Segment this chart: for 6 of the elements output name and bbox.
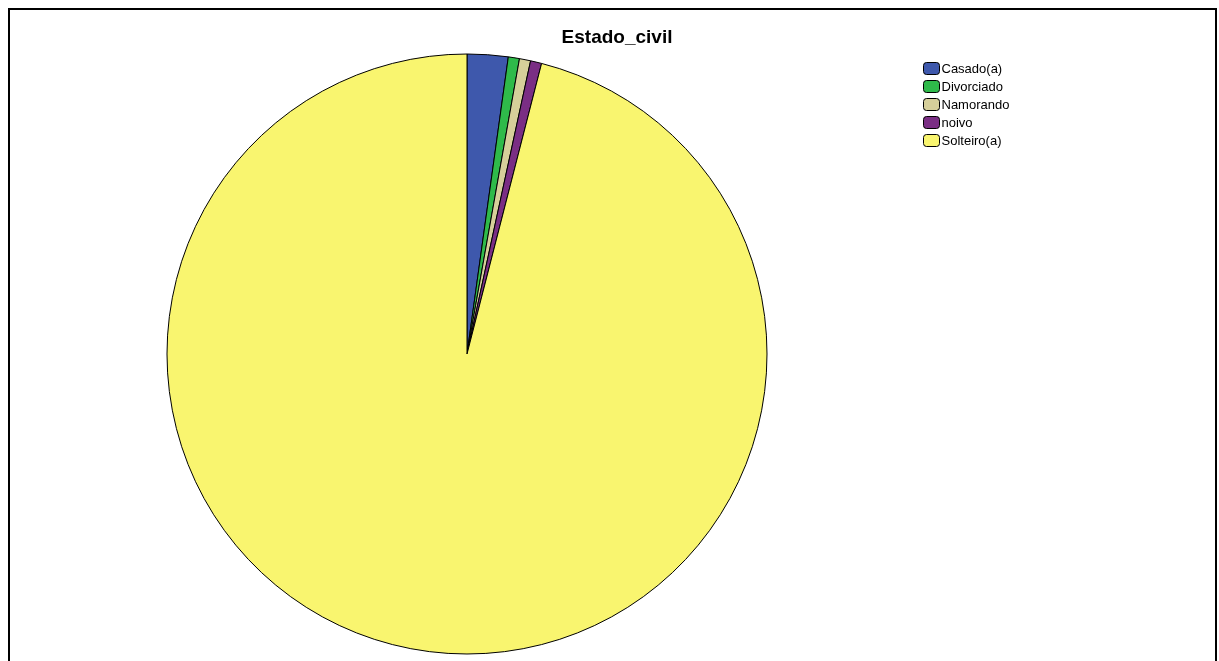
- legend-label: Namorando: [941, 97, 1010, 112]
- chart-title: Estado_civil: [561, 26, 673, 47]
- legend-label: noivo: [941, 115, 973, 130]
- legend-label: Divorciado: [941, 79, 1003, 94]
- legend-label: Casado(a): [941, 61, 1003, 76]
- legend-label: Solteiro(a): [941, 133, 1002, 148]
